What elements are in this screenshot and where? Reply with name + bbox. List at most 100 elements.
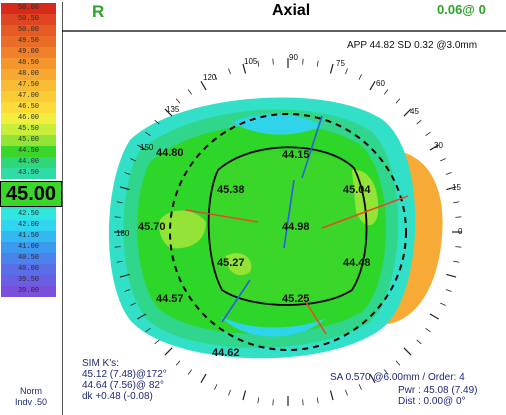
axis-label-45: 45 [410, 107, 419, 116]
sim-k-title: SIM K's: [82, 358, 119, 369]
scale-step: 49.50 [1, 36, 56, 47]
steep-axis-bottom [221, 279, 251, 323]
axis-tick [242, 63, 247, 74]
axis-tick [137, 144, 147, 151]
corneal-map[interactable]: 90 105 75 120 60 135 45 150 30 15 180 0 … [62, 0, 506, 415]
scale-interval-label[interactable]: Indv .50 [14, 397, 48, 407]
zone-ring-dashed [169, 113, 407, 351]
dk-value: dk +0.48 (-0.08) [82, 391, 153, 402]
map-title[interactable]: Axial [272, 2, 311, 19]
map-zone-lime-bottom [226, 253, 252, 276]
axis-tick [137, 313, 147, 320]
steep-axis-center [283, 179, 295, 249]
axis-tick [446, 273, 457, 278]
axis-tick [403, 347, 412, 356]
axis-label-180: 180 [116, 229, 130, 238]
axis-tick [455, 246, 462, 248]
map-value-44-15[interactable]: 44.15 [282, 149, 310, 161]
map-value-44-98[interactable]: 44.98 [282, 221, 310, 233]
color-scale: 50.00 50.50 50.00 49.50 49.00 48.50 48.00 47.50… [0, 2, 63, 415]
axis-tick [124, 172, 131, 175]
scale-step: 46.50 [1, 102, 56, 113]
axis-tick [164, 108, 173, 117]
scale-step: 39.50 [1, 275, 56, 286]
steep-axis-top [301, 115, 323, 179]
axis-label-150: 150 [140, 143, 154, 152]
scale-step: 47.50 [1, 80, 56, 91]
axis-tick [369, 373, 376, 383]
axis-tick [329, 390, 334, 401]
axis-tick [119, 186, 130, 191]
map-value-45-25[interactable]: 45.25 [282, 293, 310, 305]
map-value-45-04[interactable]: 45.04 [343, 184, 371, 196]
scale-step: 50.50 [1, 14, 56, 25]
axis-tick [116, 260, 123, 263]
axis-tick [242, 390, 247, 401]
scale-step: 41.00 [1, 242, 56, 253]
axis-tick [272, 58, 274, 65]
axis-tick [429, 144, 439, 151]
map-value-44-80[interactable]: 44.80 [156, 147, 184, 159]
axis-tick [200, 373, 207, 383]
axis-tick [455, 216, 462, 218]
scale-step: 40.50 [1, 253, 56, 264]
axis-tick [257, 397, 260, 404]
axis-tick [358, 384, 362, 390]
axis-label-90: 90 [289, 53, 298, 62]
axis-tick [145, 328, 151, 333]
scale-step: 44.00 [1, 157, 56, 168]
axis-tick [228, 389, 231, 396]
scale-step: 45.50 [1, 124, 56, 135]
scale-step: 40.00 [1, 264, 56, 275]
axis-tick [302, 399, 304, 406]
header-right-value: 0.06@ 0 [437, 2, 486, 17]
spherical-aberration: SA 0.570 @6.00mm / Order: 4 [330, 372, 465, 383]
scale-step: 48.00 [1, 69, 56, 80]
flat-axis-right [321, 195, 409, 229]
axis-label-60: 60 [376, 79, 385, 88]
map-value-45-27[interactable]: 45.27 [217, 257, 245, 269]
axis-tick [445, 289, 452, 292]
axis-tick [446, 186, 457, 191]
eye-indicator: R [92, 2, 105, 21]
axis-label-75: 75 [336, 59, 345, 68]
current-scale-value[interactable]: 45.00 [0, 181, 62, 207]
map-zone-lime-right [352, 169, 379, 226]
axis-label-0: 0 [458, 227, 463, 236]
axis-tick [130, 158, 136, 162]
axis-tick [228, 68, 231, 75]
axis-tick [175, 98, 181, 104]
map-value-44-57[interactable]: 44.57 [156, 293, 184, 305]
axis-tick [425, 328, 431, 333]
axis-label-105: 105 [244, 57, 258, 66]
axis-tick [164, 347, 173, 356]
axis-tick [214, 384, 218, 390]
scale-step: 46.00 [1, 113, 56, 124]
scale-step: 39.00 [1, 286, 56, 297]
map-zone-cyan-patch-bottom [220, 316, 326, 337]
axis-tick [403, 108, 412, 117]
axis-tick [316, 60, 319, 67]
axis-tick [440, 158, 446, 162]
power-value: Pwr : 45.08 (7.49) [398, 385, 478, 396]
map-value-44-62[interactable]: 44.62 [212, 347, 240, 359]
axis-tick [416, 119, 422, 125]
map-value-45-38[interactable]: 45.38 [217, 184, 245, 196]
axis-tick [302, 58, 304, 65]
scale-step: 45.00 [1, 135, 56, 146]
map-value-44-48[interactable]: 44.48 [343, 257, 371, 269]
scale-step: 47.00 [1, 91, 56, 102]
axis-tick [272, 399, 274, 406]
axis-tick [154, 339, 160, 345]
distance-value: Dist : 0.00@ 0° [398, 396, 466, 407]
axis-tick [329, 63, 334, 74]
axis-label-135: 135 [166, 105, 180, 114]
scale-mode-label[interactable]: Norm [20, 386, 42, 396]
axis-tick [124, 289, 131, 292]
axis-tick [345, 389, 348, 396]
axis-tick [453, 201, 460, 204]
axis-tick [425, 131, 431, 136]
scale-step: 50.00 [1, 25, 56, 36]
map-value-45-70[interactable]: 45.70 [138, 221, 166, 233]
